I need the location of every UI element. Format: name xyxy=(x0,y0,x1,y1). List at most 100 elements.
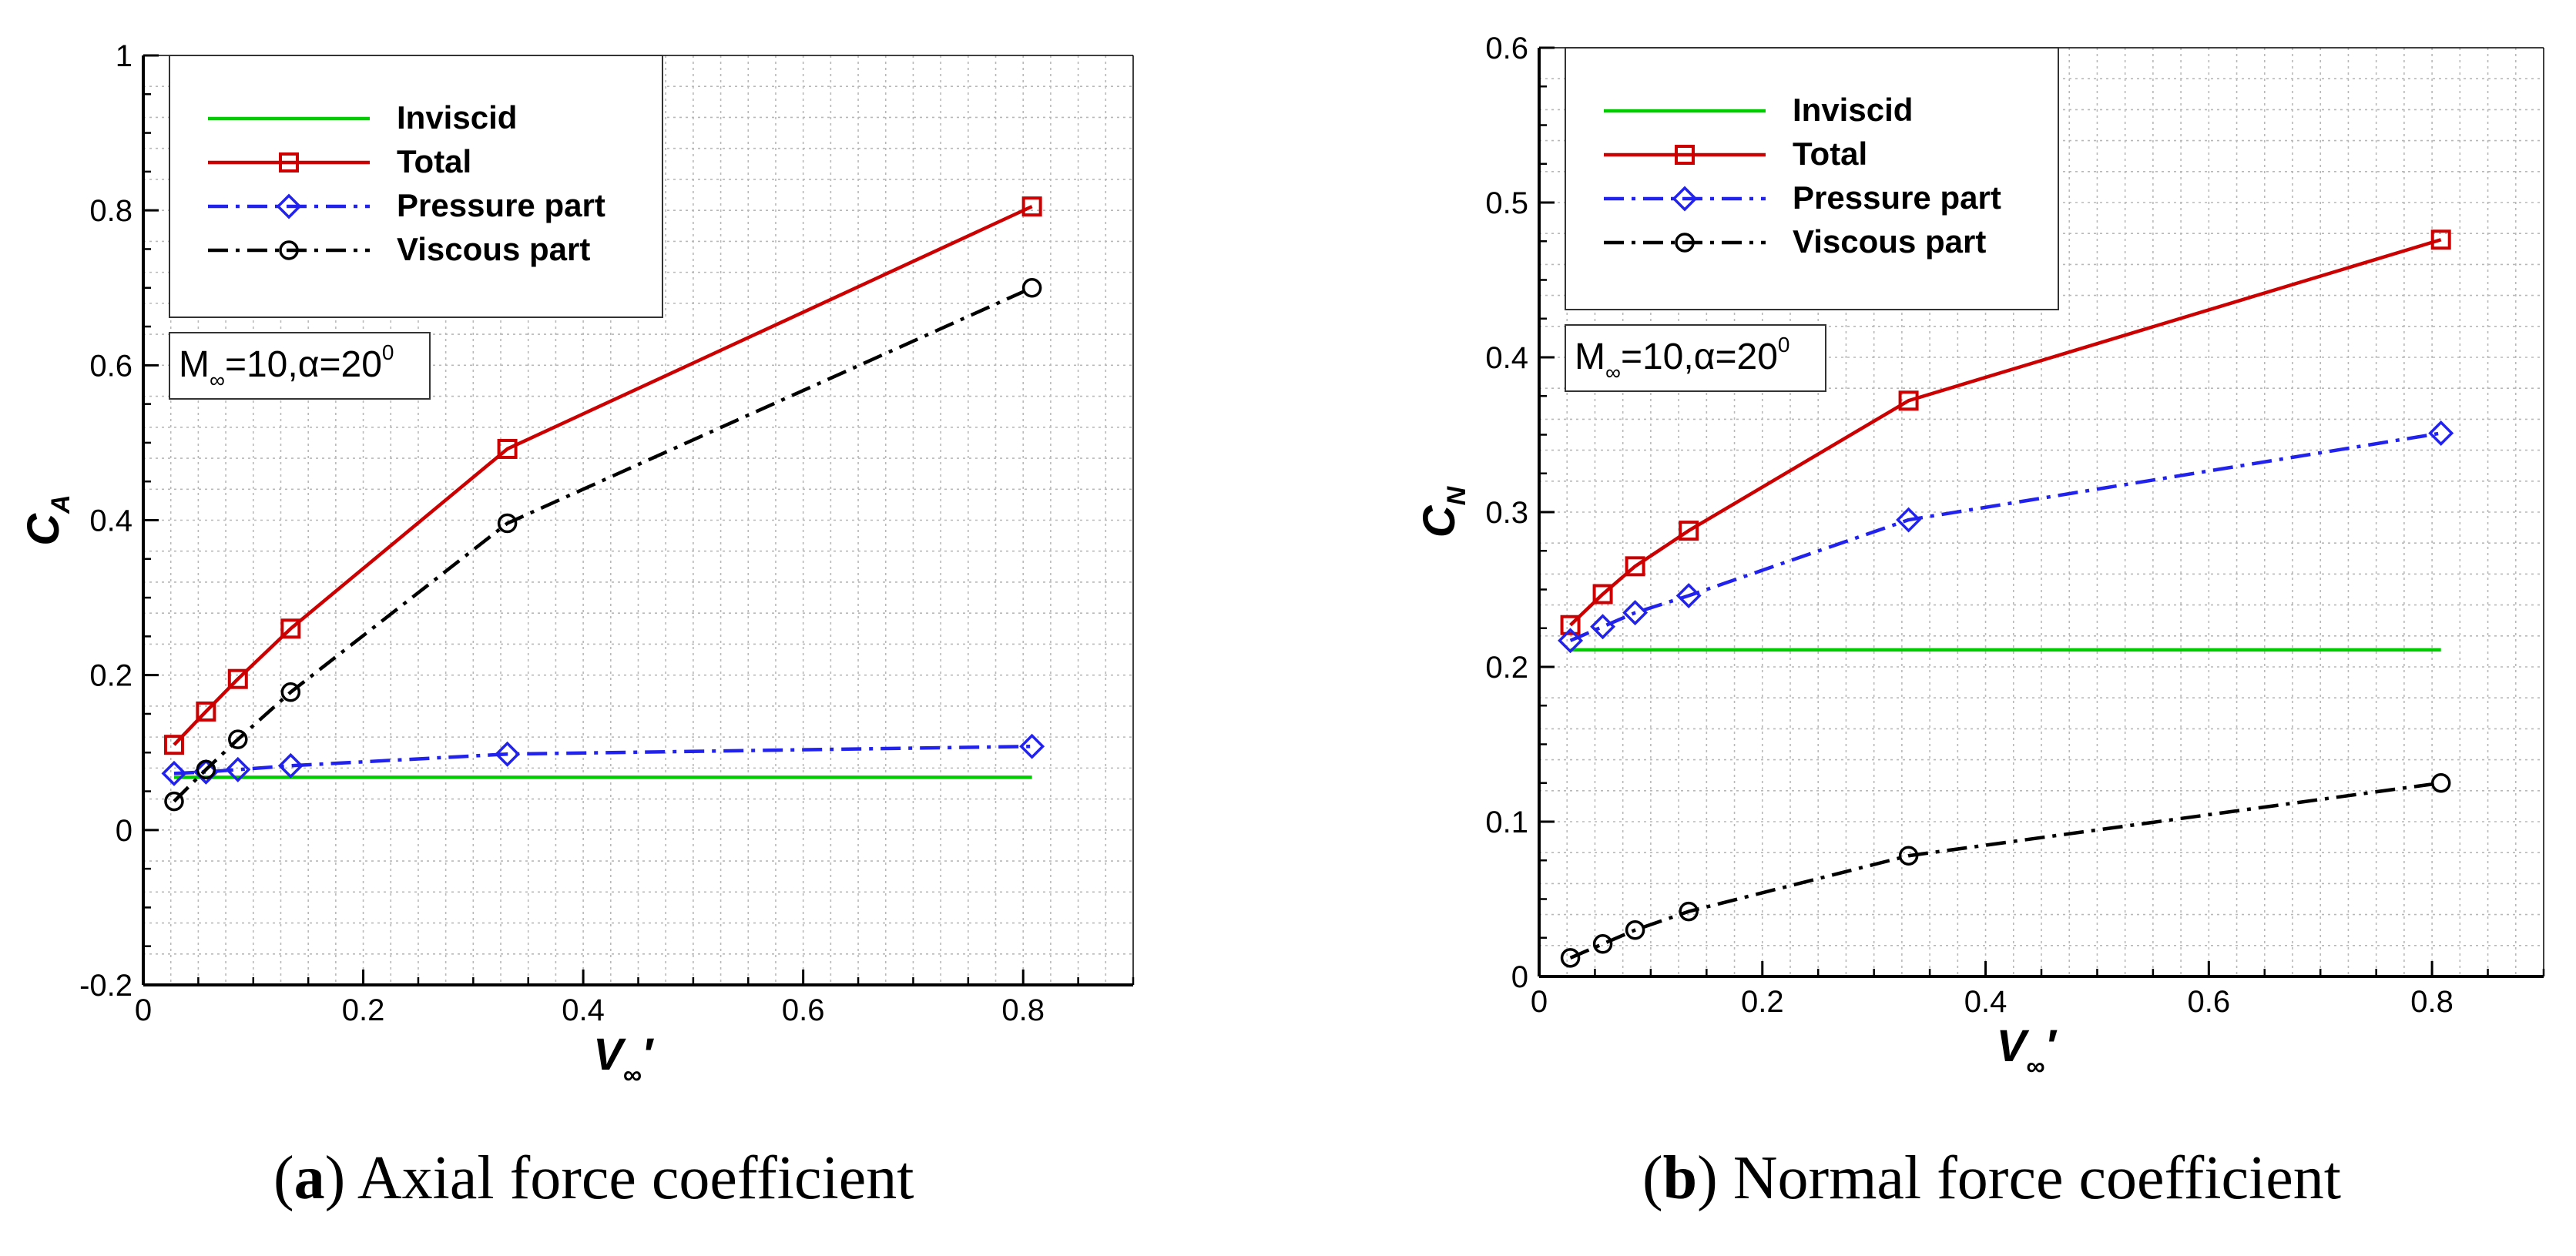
legend-marker xyxy=(279,240,299,260)
y-axis-title-sub: N xyxy=(1442,485,1471,505)
data-point-marker xyxy=(1021,278,1042,298)
legend: Inviscid Total Pressure part Viscous part xyxy=(169,55,663,318)
y-tick-label: 0.5 xyxy=(1485,186,1528,220)
data-point-marker xyxy=(163,735,184,755)
data-point-marker xyxy=(161,760,187,786)
data-point-marker xyxy=(164,791,184,812)
x-tick-label: 0.8 xyxy=(2410,985,2454,1019)
annotation-text: M∞=10,α=200 xyxy=(179,340,394,392)
legend-marker xyxy=(1672,186,1698,212)
caption-letter-b: b xyxy=(1662,1144,1698,1212)
annotation-mach-sub: ∞ xyxy=(210,368,225,392)
series-viscous-part xyxy=(164,278,1042,812)
data-point-marker xyxy=(196,759,216,780)
legend-label: Total xyxy=(1793,136,1867,172)
data-point-marker xyxy=(2430,773,2451,793)
x-tick-label: 0.4 xyxy=(562,993,605,1027)
y-axis-title-main: C xyxy=(1414,504,1464,538)
data-point-marker xyxy=(1021,196,1042,217)
data-point-marker xyxy=(2428,420,2454,446)
caption-axial: (a) Axial force coefficient xyxy=(273,1144,914,1212)
series-line xyxy=(1569,781,2442,960)
annotation-degree: 0 xyxy=(382,340,394,364)
series-line xyxy=(173,286,1033,803)
annotation-text: M∞=10,α=200 xyxy=(1575,333,1789,384)
data-point-marker xyxy=(1675,583,1702,609)
x-axis-title: V∞′ xyxy=(593,1030,654,1090)
x-tick-label: 0.2 xyxy=(1741,985,1784,1019)
x-tick-label: 0.6 xyxy=(782,993,825,1027)
annotation: M∞=10,α=200 xyxy=(169,332,431,400)
data-point-marker xyxy=(228,729,248,749)
x-axis-title: V∞′ xyxy=(1997,1021,2058,1081)
chart-normal-force: 0 0.2 0.4 0.6 0.800.10.20.30.40.50.6V∞′CNInv… xyxy=(1414,32,2545,1081)
annotation: M∞=10,α=200 xyxy=(1565,324,1826,392)
y-tick-label: 0 xyxy=(1511,960,1528,994)
x-axis-title-prime: ′ xyxy=(2045,1021,2058,1071)
legend-marker xyxy=(1675,145,1695,165)
annotation-mach: M xyxy=(179,344,210,385)
data-point-marker xyxy=(1558,628,1584,654)
data-point-marker xyxy=(1898,390,1919,411)
annotation-box xyxy=(1565,324,1826,392)
x-axis-title-prime: ′ xyxy=(642,1030,654,1080)
y-tick-label: 0.4 xyxy=(89,504,132,538)
x-tick-label: 0 xyxy=(1531,985,1548,1019)
series-pressure-part xyxy=(1558,420,2454,654)
data-point-marker xyxy=(1898,846,1919,866)
annotation-values: =10,α=20 xyxy=(225,344,382,385)
data-point-marker xyxy=(227,668,248,689)
x-axis-title-main: V xyxy=(593,1030,626,1080)
data-point-marker xyxy=(497,513,518,534)
legend-box xyxy=(169,55,663,318)
series-line xyxy=(1569,238,2442,627)
series-line xyxy=(173,744,1032,775)
caption-text-b: Normal force coefficient xyxy=(1732,1144,2341,1212)
x-tick-label: 0 xyxy=(135,993,152,1027)
x-axis-title-sub: ∞ xyxy=(623,1060,642,1090)
data-point-marker xyxy=(1622,600,1649,626)
legend-marker xyxy=(1675,233,1695,253)
data-point-marker xyxy=(1679,901,1699,922)
data-point-marker xyxy=(1679,521,1699,541)
legend-label: Pressure part xyxy=(397,187,605,223)
data-point-marker xyxy=(497,438,518,459)
data-point-marker xyxy=(280,682,301,702)
series-viscous-part xyxy=(1560,773,2451,968)
y-tick-label: 0.1 xyxy=(1485,806,1528,839)
caption-text-a: Axial force coefficient xyxy=(357,1144,914,1212)
legend-label: Viscous part xyxy=(397,231,590,267)
x-tick-label: 0.6 xyxy=(2188,985,2231,1019)
series-line xyxy=(173,205,1033,746)
x-axis-title-sub: ∞ xyxy=(2026,1052,2044,1081)
data-point-marker xyxy=(1625,919,1645,940)
annotation-mach: M xyxy=(1575,337,1605,377)
data-point-marker xyxy=(277,752,304,779)
data-point-marker xyxy=(1560,615,1581,635)
data-point-marker xyxy=(1592,934,1613,954)
x-tick-label: 0.2 xyxy=(342,993,385,1027)
legend-marker xyxy=(279,152,299,172)
caption-normal: (b) Normal force coefficient xyxy=(1642,1144,2341,1212)
series-total xyxy=(1560,229,2451,635)
caption-letter-a: a xyxy=(293,1144,325,1212)
x-tick-label: 0.8 xyxy=(1001,993,1045,1027)
annotation-mach-sub: ∞ xyxy=(1605,360,1621,384)
y-tick-label: -0.2 xyxy=(79,969,132,1003)
data-point-marker xyxy=(225,756,251,782)
y-axis-title-main: C xyxy=(18,513,69,546)
y-tick-label: 0.8 xyxy=(89,194,132,228)
y-axis-title-sub: A xyxy=(46,494,75,514)
y-axis-title: CA xyxy=(18,494,75,545)
y-tick-label: 0.6 xyxy=(1485,32,1528,65)
y-tick-label: 0.3 xyxy=(1485,496,1528,530)
data-point-marker xyxy=(1625,556,1645,577)
annotation-degree: 0 xyxy=(1778,333,1790,357)
y-axis-title: CN xyxy=(1414,485,1471,538)
y-tick-label: 0.2 xyxy=(1485,651,1528,685)
legend-label: Viscous part xyxy=(1793,223,1986,260)
data-point-marker xyxy=(196,701,216,722)
y-tick-label: 1 xyxy=(116,39,132,73)
legend-label: Inviscid xyxy=(397,99,517,136)
